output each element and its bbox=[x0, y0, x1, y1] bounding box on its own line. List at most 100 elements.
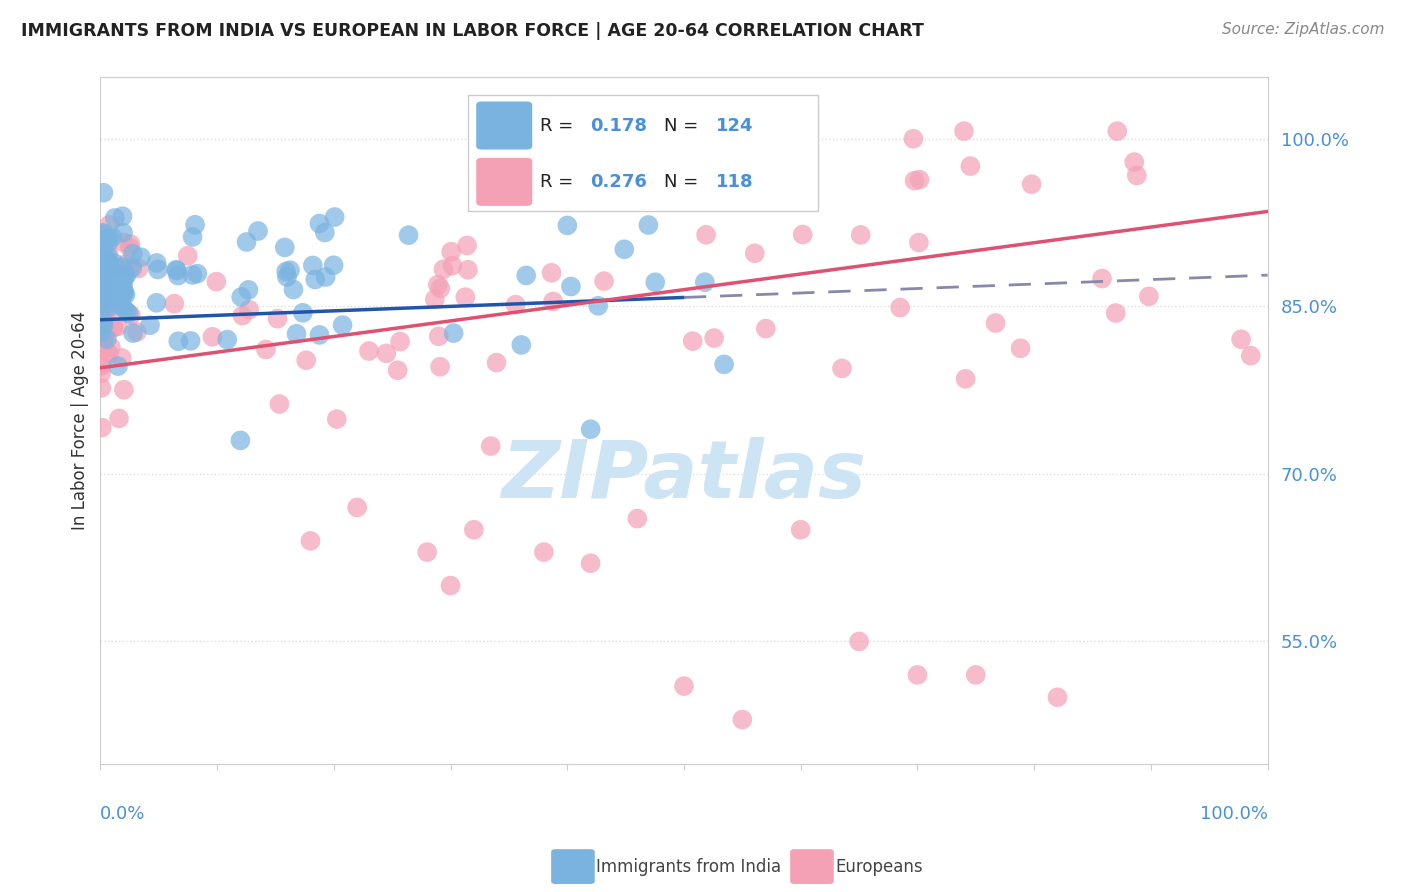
Point bbox=[560, 279, 582, 293]
Point bbox=[166, 263, 188, 277]
Point bbox=[111, 209, 134, 223]
Point bbox=[91, 226, 114, 240]
Point bbox=[416, 545, 439, 559]
Point bbox=[1010, 341, 1032, 355]
Point bbox=[908, 172, 931, 186]
Point bbox=[112, 271, 135, 285]
Point bbox=[454, 290, 477, 304]
Point bbox=[90, 338, 112, 352]
Point bbox=[626, 511, 648, 525]
Point bbox=[108, 411, 131, 425]
Point bbox=[112, 285, 135, 300]
Point bbox=[247, 224, 270, 238]
Point bbox=[235, 235, 257, 249]
Point bbox=[515, 268, 537, 283]
Point bbox=[903, 174, 925, 188]
Point bbox=[121, 246, 143, 260]
Point bbox=[299, 533, 322, 548]
Point bbox=[125, 325, 148, 339]
Point bbox=[238, 302, 260, 317]
Text: Immigrants from India: Immigrants from India bbox=[596, 858, 782, 876]
Point bbox=[97, 256, 120, 270]
Point bbox=[666, 142, 689, 156]
Point bbox=[98, 299, 121, 313]
Point bbox=[322, 258, 344, 272]
Point bbox=[145, 295, 167, 310]
Point bbox=[115, 268, 138, 282]
Point bbox=[181, 230, 204, 244]
Text: 118: 118 bbox=[716, 173, 754, 191]
Point bbox=[672, 679, 695, 693]
Point bbox=[586, 299, 609, 313]
Point bbox=[631, 184, 654, 198]
Point bbox=[703, 331, 725, 345]
Point bbox=[463, 523, 485, 537]
Point bbox=[112, 279, 135, 293]
Point bbox=[541, 294, 564, 309]
Point bbox=[755, 321, 778, 335]
Point bbox=[1126, 169, 1149, 183]
Point bbox=[540, 266, 562, 280]
Point bbox=[96, 260, 118, 275]
Point bbox=[205, 275, 228, 289]
Point bbox=[1137, 289, 1160, 303]
Point bbox=[533, 545, 555, 559]
Point bbox=[90, 290, 112, 304]
Point bbox=[276, 264, 298, 278]
Text: 0.0%: 0.0% bbox=[100, 805, 146, 823]
Point bbox=[693, 275, 716, 289]
Point bbox=[115, 304, 138, 318]
Point bbox=[163, 296, 186, 310]
Point bbox=[1240, 349, 1263, 363]
Point bbox=[89, 276, 111, 290]
Point bbox=[1105, 306, 1128, 320]
Point bbox=[427, 329, 450, 343]
Point bbox=[90, 243, 112, 257]
Point bbox=[94, 283, 117, 297]
Point bbox=[93, 318, 115, 333]
Text: N =: N = bbox=[664, 173, 704, 191]
Point bbox=[97, 235, 120, 250]
Point bbox=[744, 246, 766, 260]
Point bbox=[90, 359, 112, 373]
Point bbox=[129, 250, 152, 264]
Point bbox=[965, 668, 987, 682]
Text: 0.276: 0.276 bbox=[591, 173, 648, 191]
Point bbox=[111, 282, 134, 296]
Point bbox=[908, 235, 931, 250]
Point bbox=[238, 283, 260, 297]
Point bbox=[889, 301, 911, 315]
Point bbox=[94, 290, 117, 304]
Point bbox=[731, 713, 754, 727]
Point bbox=[1091, 271, 1114, 285]
Point bbox=[90, 381, 112, 395]
Point bbox=[682, 334, 704, 348]
Point bbox=[326, 412, 349, 426]
Point bbox=[145, 256, 167, 270]
Point bbox=[231, 290, 253, 304]
Point bbox=[579, 556, 602, 570]
Y-axis label: In Labor Force | Age 20-64: In Labor Force | Age 20-64 bbox=[72, 311, 89, 531]
Point bbox=[120, 260, 142, 274]
Point bbox=[314, 226, 336, 240]
Point bbox=[97, 248, 120, 262]
Point bbox=[107, 359, 129, 373]
Point bbox=[93, 330, 115, 344]
Point bbox=[97, 230, 120, 244]
Point bbox=[104, 211, 127, 225]
Point bbox=[93, 248, 115, 262]
Point bbox=[398, 228, 420, 243]
Point bbox=[90, 420, 112, 434]
Point bbox=[718, 165, 741, 179]
Point bbox=[98, 218, 121, 232]
Text: Source: ZipAtlas.com: Source: ZipAtlas.com bbox=[1222, 22, 1385, 37]
Point bbox=[510, 338, 533, 352]
Text: N =: N = bbox=[664, 117, 704, 135]
Point bbox=[308, 217, 330, 231]
Text: 124: 124 bbox=[716, 117, 754, 135]
Point bbox=[93, 293, 115, 308]
Point bbox=[90, 279, 112, 293]
Point bbox=[97, 347, 120, 361]
Point bbox=[121, 260, 143, 275]
Point bbox=[96, 264, 118, 278]
